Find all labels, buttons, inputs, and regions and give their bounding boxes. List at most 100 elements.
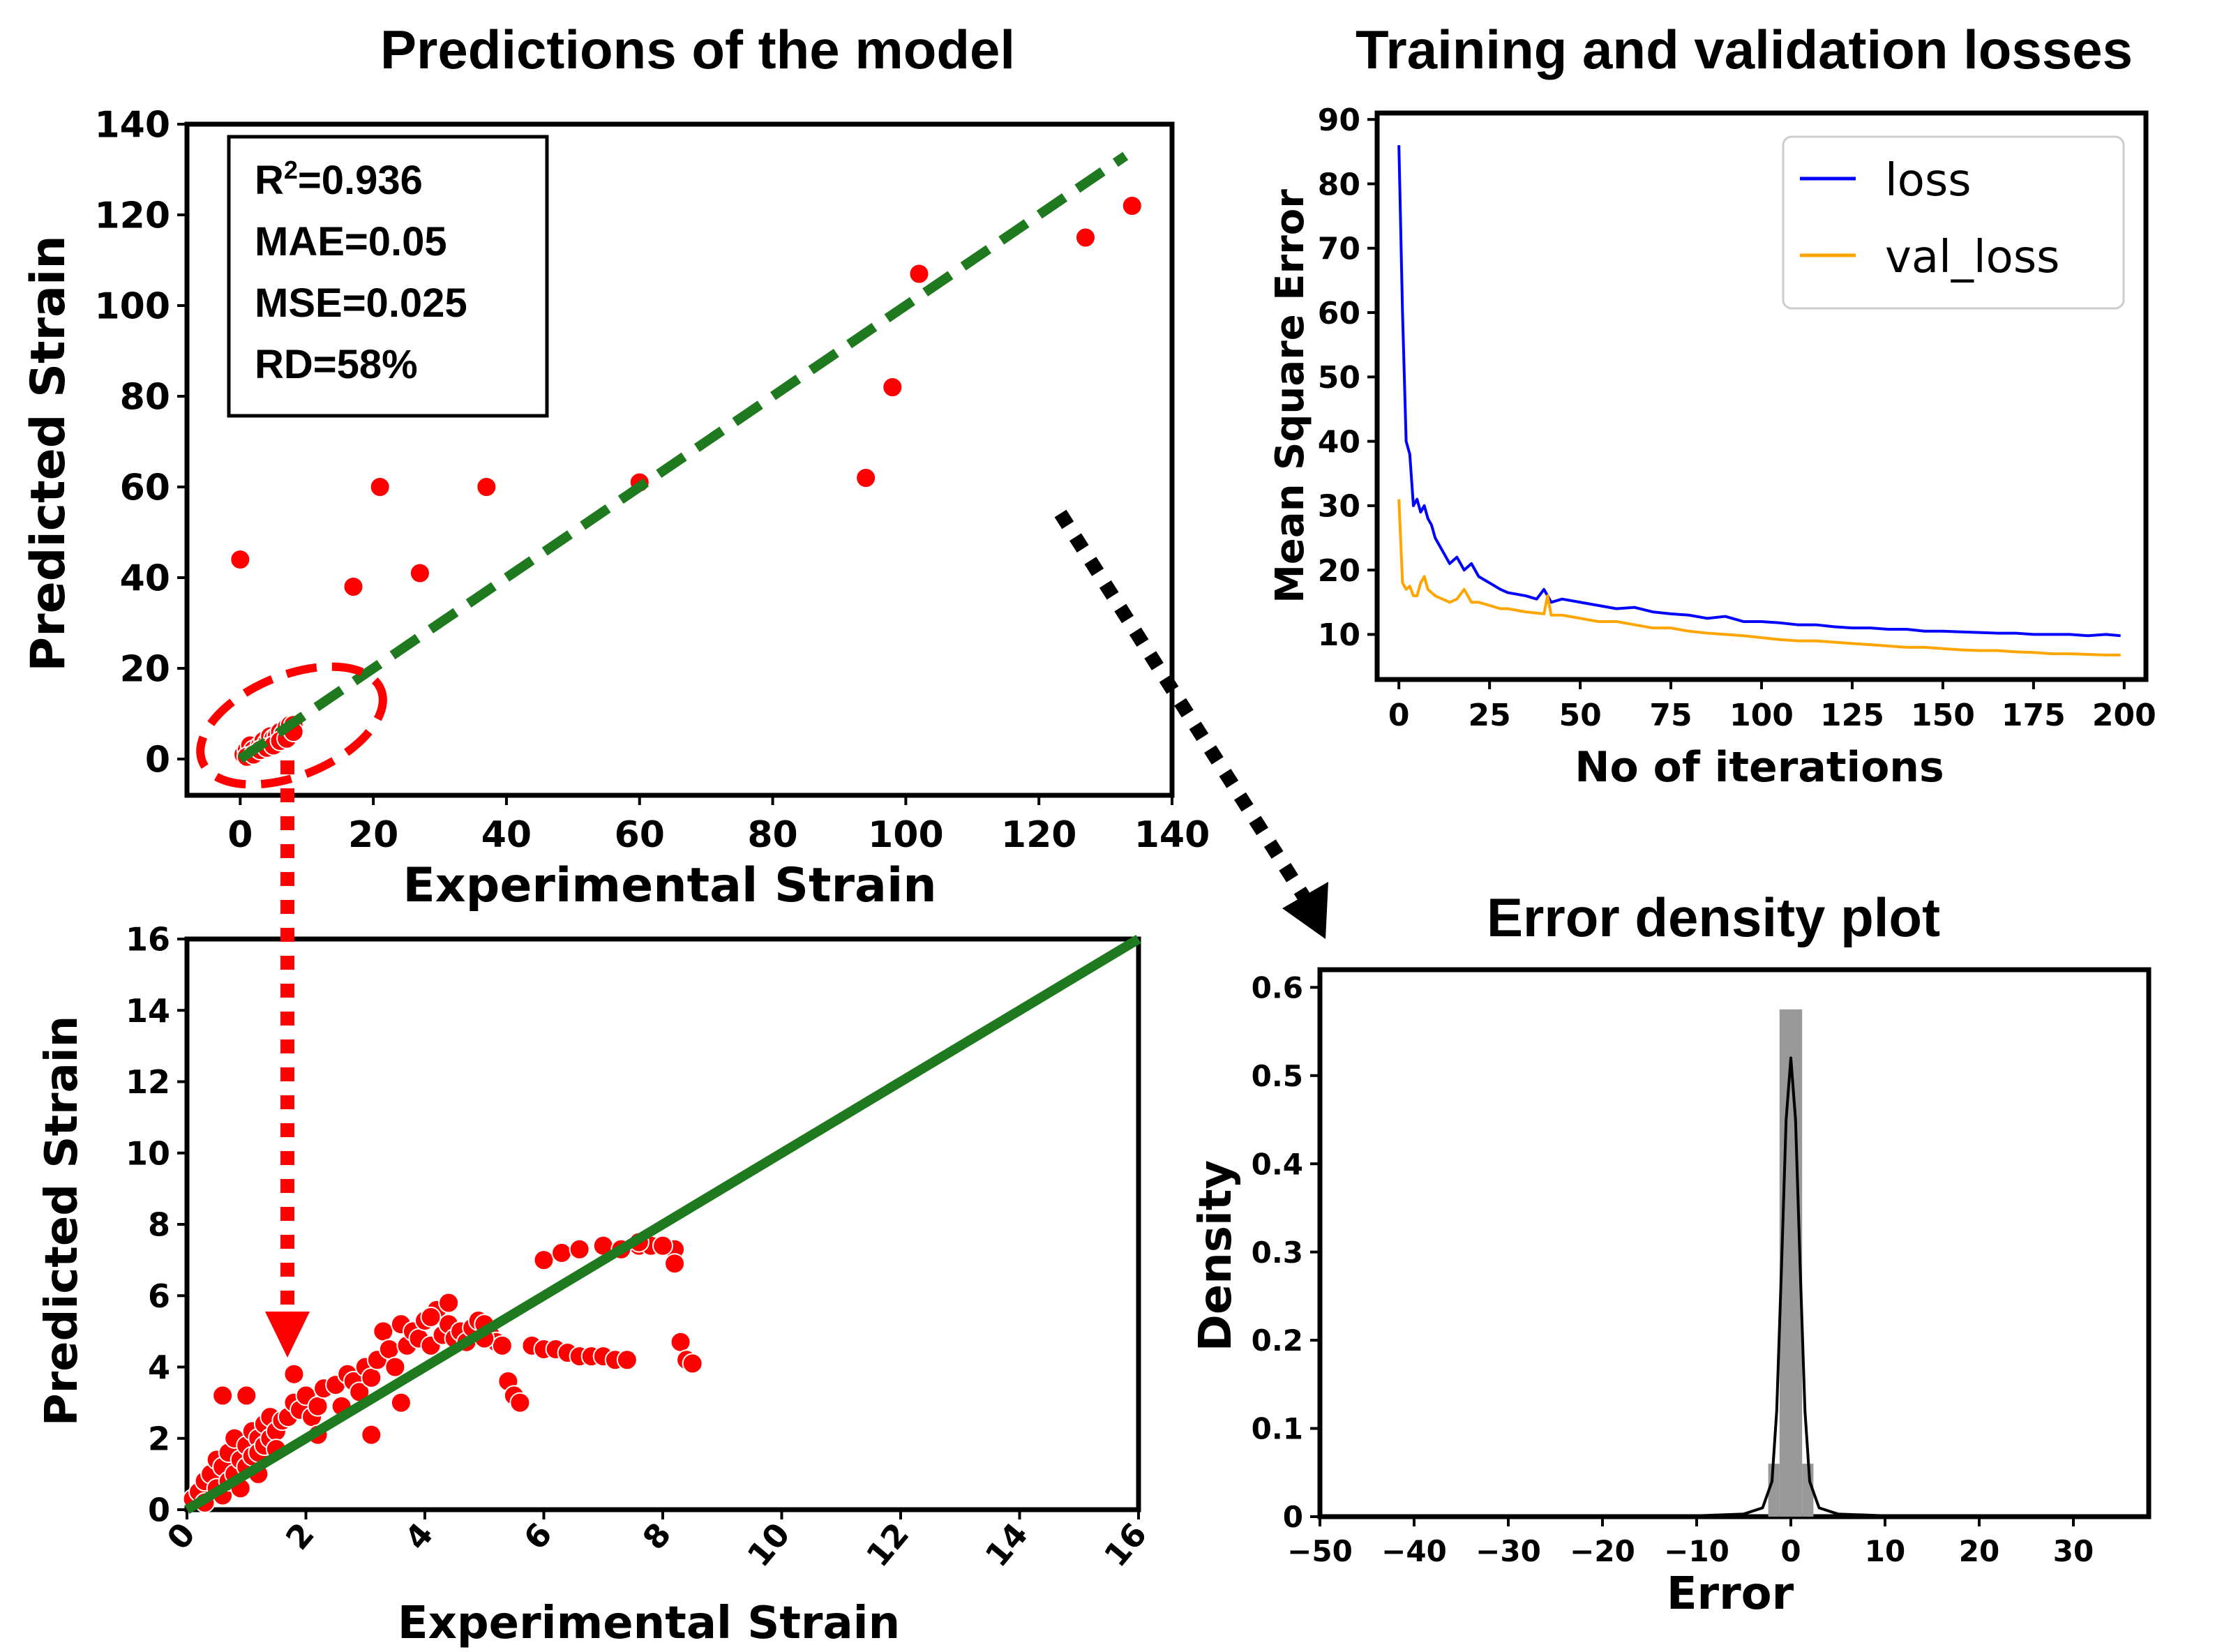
error-density-xtick-label: −20 <box>1570 1534 1635 1568</box>
error-density-ytick-label: 0.5 <box>1252 1059 1303 1093</box>
losses-legend: loss val_loss <box>1782 135 2125 310</box>
predictions-ytick-label: 60 <box>120 467 170 509</box>
stat-mae-value: =0.05 <box>345 219 447 264</box>
zoom-point <box>569 1238 590 1260</box>
stat-r2-name: R <box>255 158 284 203</box>
zoom-connector-arrowhead <box>265 1312 310 1358</box>
predictions-ytick-label: 80 <box>120 377 170 419</box>
losses-xtick-label: 175 <box>2002 698 2066 733</box>
legend-label-val-loss: val_loss <box>1885 232 2060 283</box>
zoom-point <box>670 1331 691 1353</box>
stat-rd-name: RD <box>255 342 313 387</box>
losses-xtick-label: 25 <box>1469 698 1511 733</box>
zoom-point <box>283 1363 305 1385</box>
predictions-ytick-label: 140 <box>94 105 170 147</box>
stat-rd: RD=58% <box>255 342 418 387</box>
error-connector-arrow <box>1054 509 1312 904</box>
error-density-xtick-label: 10 <box>1865 1534 1905 1568</box>
zoom-xtick-label: 6 <box>516 1515 560 1556</box>
losses-xtick-label: 125 <box>1820 698 1884 733</box>
zoom-point <box>361 1367 382 1388</box>
predictions-ytick-label: 100 <box>94 286 170 328</box>
losses-ytick-label: 30 <box>1318 489 1360 525</box>
zoom-xtick-label: 12 <box>859 1515 917 1574</box>
predictions-fit-line <box>237 151 1129 763</box>
predictions-ytick-label: 0 <box>145 739 170 781</box>
annotations <box>196 509 1328 1358</box>
prediction-point <box>1074 227 1096 248</box>
series-line-loss <box>1397 145 2121 638</box>
losses-xtick-label: 100 <box>1729 698 1794 733</box>
error-density-xtick-label: −30 <box>1476 1534 1541 1568</box>
zoom-xtick-label: 4 <box>397 1515 440 1556</box>
stat-r2: R2=0.936 <box>255 156 423 203</box>
zoom-ytick-label: 16 <box>126 921 170 959</box>
predictions-frame <box>184 121 1175 798</box>
losses-ytick-label: 60 <box>1318 296 1360 331</box>
zoom-point <box>420 1306 442 1328</box>
zoom-point <box>533 1249 555 1271</box>
prediction-point <box>409 562 430 584</box>
zoom-ytick-label: 4 <box>148 1349 170 1386</box>
zoom-xtick-label: 2 <box>278 1515 322 1556</box>
zoom-point <box>491 1335 513 1356</box>
predictions-xtick-label: 100 <box>868 814 944 856</box>
error-density-ytick-label: 0.1 <box>1252 1412 1303 1446</box>
legend-box <box>1782 135 2125 310</box>
losses-xlabel: No of iterations <box>1575 743 1944 792</box>
zoom-point <box>378 1338 400 1360</box>
zoom-xlabel: Experimental Strain <box>398 1598 900 1649</box>
predictions-title: Predictions of the model <box>380 19 1015 80</box>
stat-mae-name: MAE <box>255 219 345 264</box>
predictions-xlabel: Experimental Strain <box>403 858 936 913</box>
prediction-point <box>230 549 251 570</box>
predictions-stats: R2=0.936 MAE=0.05 MSE=0.025 RD=58% <box>255 156 467 387</box>
losses-ytick-label: 20 <box>1318 553 1360 589</box>
error-density-title: Error density plot <box>1487 887 1940 948</box>
zoom-point <box>551 1242 573 1263</box>
predictions-xtick-label: 20 <box>348 814 398 856</box>
zoom-point <box>652 1235 673 1256</box>
prediction-point <box>882 377 903 398</box>
zoom-ytick-label: 12 <box>126 1063 170 1101</box>
predictions-ytick-label: 40 <box>120 558 170 600</box>
losses-title: Training and validation losses <box>1356 19 2133 80</box>
zoom-ylabel: Predicted Strain <box>36 1016 88 1427</box>
kde-curve <box>1320 1056 2121 1518</box>
zoom-region-ellipse <box>196 662 387 789</box>
stat-rd-value: =58% <box>313 342 418 387</box>
losses-xtick-label: 0 <box>1388 698 1410 733</box>
zoom-point <box>373 1321 394 1342</box>
legend-label-loss: loss <box>1885 155 1972 206</box>
error-density-xtick-label: −40 <box>1381 1534 1447 1568</box>
prediction-point <box>476 476 497 497</box>
zoom-xtick-label: 10 <box>739 1515 797 1574</box>
error-density-xtick-label: −50 <box>1287 1534 1353 1568</box>
error-density-ytick-label: 0.3 <box>1252 1236 1303 1270</box>
error-density-xtick-label: 20 <box>1959 1534 1999 1568</box>
predictions-xtick-label: 60 <box>615 814 665 856</box>
losses-ytick-label: 70 <box>1318 232 1360 267</box>
zoom-ytick-label: 10 <box>126 1134 170 1172</box>
losses-ytick-label: 10 <box>1318 617 1360 653</box>
predictions-xtick-label: 120 <box>1001 814 1077 856</box>
error-density-xtick-label: 0 <box>1780 1534 1801 1568</box>
zoom-ytick-label: 2 <box>148 1420 170 1457</box>
losses-ytick-label: 90 <box>1318 103 1360 138</box>
zoom-point <box>509 1392 531 1413</box>
predictions-ytick-label: 120 <box>94 195 170 237</box>
predictions-ylabel: Predicted Strain <box>21 235 76 671</box>
stat-mae: MAE=0.05 <box>255 219 447 264</box>
losses-ytick-label: 40 <box>1318 424 1360 460</box>
zoom-ytick-label: 6 <box>148 1277 170 1315</box>
error-density-plot: −50 −40 −30 −20 −10 0 10 20 30 0 0.1 0.2 0.3 0.4 0.5 0.… <box>1252 967 2152 1568</box>
zoom-point <box>616 1349 638 1371</box>
stat-mse: MSE=0.025 <box>255 280 467 326</box>
zoom-ytick-label: 0 <box>148 1492 170 1529</box>
error-density-ytick-label: 0.6 <box>1252 970 1303 1005</box>
predictions-plot: 0 20 40 60 80 100 120 140 0 20 40 60 80 100 120 140 <box>94 105 1210 856</box>
stat-mse-name: MSE <box>255 280 343 326</box>
stat-r2-sup: 2 <box>284 156 298 184</box>
